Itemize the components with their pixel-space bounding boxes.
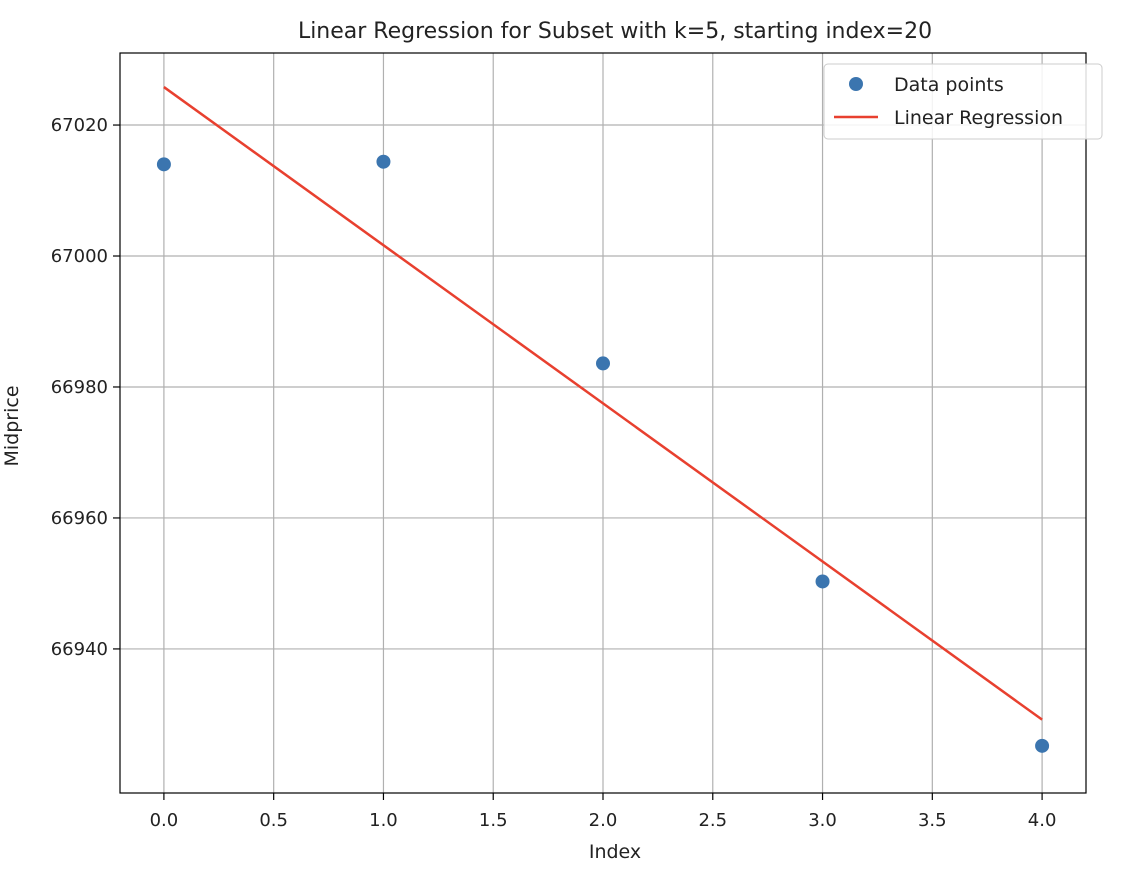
y-tick-label: 66940 [51, 639, 108, 660]
regression-line-layer [163, 86, 1043, 721]
legend-label-linear-regression: Linear Regression [894, 107, 1063, 129]
data-point [376, 154, 391, 169]
x-tick-label: 1.0 [369, 810, 398, 831]
legend: Data points Linear Regression [823, 63, 1103, 140]
x-tick-label: 3.0 [808, 810, 837, 831]
y-axis-label: Midprice [1, 385, 23, 466]
legend-label-data-points: Data points [894, 74, 1004, 96]
x-tick-label: 2.5 [698, 810, 727, 831]
y-tick-label: 67000 [51, 246, 108, 267]
data-point [596, 356, 610, 371]
x-tick-label: 0.0 [150, 810, 179, 831]
x-axis-ticks: 0.0 0.5 1.0 1.5 2.0 2.5 3.0 3.5 4.0 [150, 793, 1057, 831]
chart-title: Linear Regression for Subset with k=5, s… [298, 19, 932, 44]
x-tick-label: 2.0 [589, 810, 618, 831]
y-tick-label: 66960 [51, 508, 108, 529]
x-tick-label: 1.5 [479, 810, 508, 831]
y-tick-label: 67020 [51, 115, 108, 136]
legend-box [823, 63, 1103, 140]
regression-line [163, 86, 1043, 721]
y-tick-label: 66980 [51, 377, 108, 398]
legend-marker-data-points [849, 77, 863, 91]
data-point [815, 574, 830, 589]
data-point [156, 157, 171, 172]
x-tick-label: 0.5 [259, 810, 288, 831]
grid [120, 53, 1086, 793]
x-tick-label: 3.5 [918, 810, 947, 831]
y-axis-ticks: 66940 66960 66980 67000 67020 [51, 115, 120, 660]
data-point [1035, 738, 1050, 753]
x-tick-label: 4.0 [1028, 810, 1057, 831]
x-axis-label: Index [589, 841, 641, 863]
scatter-point-layer [156, 154, 1050, 753]
